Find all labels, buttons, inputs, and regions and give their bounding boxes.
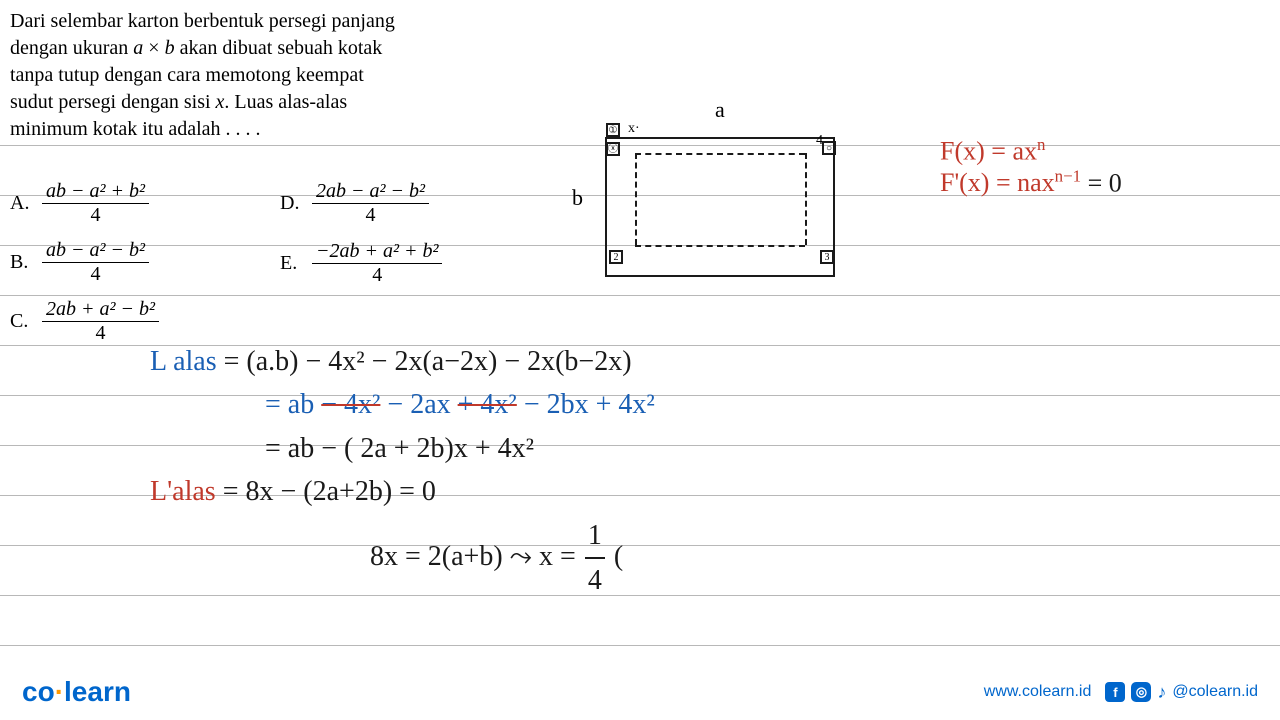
corner-tl-x: ⓧ (606, 142, 620, 156)
work-line-5: 8x = 2(a+b) ⤳ x = 14 ( (150, 514, 655, 603)
work-line-1: L alas = (a.b) − 4x² − 2x(a−2x) − 2x(b−2… (150, 340, 655, 383)
problem-line-3: tanpa tutup dengan cara memotong keempat (10, 64, 364, 86)
option-b-label: B. (10, 251, 40, 274)
option-b: B. ab − a² − b²4 (10, 239, 161, 286)
box-diagram: a b x· 4 ① ⓧ ○ 2 3 (600, 115, 860, 285)
work-line-2: = ab − 4x² − 2ax + 4x² − 2bx + 4x² (150, 383, 655, 426)
formula-fprime: F'(x) = naxn−1 = 0 (940, 167, 1122, 199)
problem-line-4a: sudut persegi dengan sisi x. Luas alas-a… (10, 91, 347, 113)
footer: co·learn www.colearn.id f ◎ ♪ @colearn.i… (0, 676, 1280, 708)
problem-text: Dari selembar karton berbentuk persegi p… (10, 8, 490, 143)
corner-tl-o: ① (606, 123, 620, 137)
social-links: f ◎ ♪ @colearn.id (1105, 682, 1258, 703)
dash-line (635, 245, 805, 247)
instagram-icon: ◎ (1131, 682, 1151, 702)
opt-e-den: 4 (368, 264, 386, 287)
problem-line-5: minimum kotak itu adalah . . . . (10, 118, 261, 140)
options-left: A. ab − a² + b²4 B. ab − a² − b²4 C. 2ab… (10, 180, 161, 357)
problem-line-2a: dengan ukuran a × b akan dibuat sebuah k… (10, 37, 382, 59)
option-a-label: A. (10, 192, 40, 215)
opt-c-num: 2ab + a² − b² (42, 298, 159, 322)
corner-tr: ○ (822, 141, 836, 155)
opt-d-den: 4 (361, 204, 379, 227)
derivative-formula: F(x) = axn F'(x) = naxn−1 = 0 (940, 135, 1122, 198)
option-a: A. ab − a² + b²4 (10, 180, 161, 227)
tiktok-icon: ♪ (1157, 682, 1166, 703)
logo-learn: learn (64, 676, 131, 707)
colearn-logo: co·learn (22, 676, 131, 708)
option-e-label: E. (280, 252, 310, 275)
opt-a-den: 4 (86, 204, 104, 227)
opt-e-num: −2ab + a² + b² (312, 240, 442, 264)
diagram-x-label: x· (628, 121, 640, 137)
dash-line (635, 153, 805, 155)
opt-c-den: 4 (91, 322, 109, 345)
diagram-label-a: a (715, 97, 725, 123)
option-c-label: C. (10, 310, 40, 333)
option-d-label: D. (280, 192, 310, 215)
logo-dot-icon: · (55, 676, 64, 707)
social-handle: @colearn.id (1172, 683, 1258, 701)
dash-line (805, 153, 807, 245)
work-line-3: = ab − ( 2a + 2b)x + 4x² (150, 427, 655, 470)
option-c: C. 2ab + a² − b²4 (10, 298, 161, 345)
opt-d-num: 2ab − a² − b² (312, 180, 429, 204)
dash-line (635, 153, 637, 245)
handwritten-work: L alas = (a.b) − 4x² − 2x(a−2x) − 2x(b−2… (150, 340, 655, 602)
facebook-icon: f (1105, 682, 1125, 702)
option-e: E. −2ab + a² + b²4 (280, 240, 444, 299)
corner-br: 3 (820, 250, 834, 264)
opt-b-den: 4 (86, 263, 104, 286)
footer-url: www.colearn.id (984, 683, 1092, 701)
diagram-label-b: b (572, 185, 583, 211)
footer-right: www.colearn.id f ◎ ♪ @colearn.id (984, 682, 1258, 703)
corner-bl: 2 (609, 250, 623, 264)
logo-co: co (22, 676, 55, 707)
formula-fx: F(x) = axn (940, 135, 1122, 167)
opt-a-num: ab − a² + b² (42, 180, 149, 204)
work-line-4: L'alas = 8x − (2a+2b) = 0 (150, 470, 655, 513)
diagram-rectangle (605, 137, 835, 277)
problem-line-1: Dari selembar karton berbentuk persegi p… (10, 10, 395, 32)
option-d: D. 2ab − a² − b²4 (280, 180, 431, 239)
opt-b-num: ab − a² − b² (42, 239, 149, 263)
